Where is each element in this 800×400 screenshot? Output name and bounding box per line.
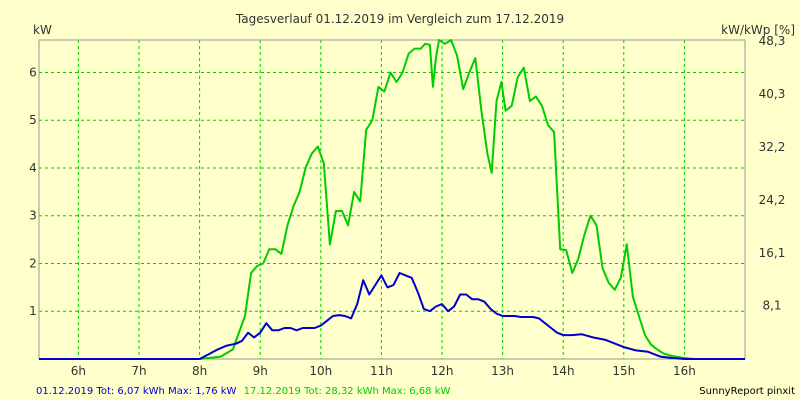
series-lines	[39, 39, 745, 360]
series-line-0	[39, 39, 745, 360]
x-tick-label-1: 7h	[131, 364, 146, 378]
grid	[39, 40, 745, 359]
x-tick-label-7: 13h	[491, 364, 514, 378]
x-tick-label-10: 16h	[673, 364, 696, 378]
y2-tick-label-4: 40,3	[759, 87, 786, 101]
y2-tick-label-3: 32,2	[759, 140, 786, 154]
series-line-1	[39, 272, 745, 360]
x-tick-label-0: 6h	[71, 364, 86, 378]
y2-tick-label-1: 16,1	[759, 246, 786, 260]
x-tick-label-6: 12h	[431, 364, 454, 378]
x-tick-label-8: 14h	[552, 364, 575, 378]
y-tick-labels: 1 2 3 4 5 6	[29, 66, 37, 319]
x-tick-label-4: 10h	[309, 364, 332, 378]
y2-axis-label: kW/kWp [%]	[721, 23, 795, 37]
x-tick-label-5: 11h	[370, 364, 393, 378]
footer-stats: 01.12.2019 Tot: 6,07 kWh Max: 1,76 kW 17…	[36, 386, 450, 397]
y2-tick-label-0: 8,1	[762, 299, 781, 313]
x-tick-labels: 6h 7h 8h 9h 10h 11h 12h 13h 14h 15h 16h	[71, 364, 696, 378]
y-tick-label-0: 1	[29, 304, 37, 318]
x-tick-label-2: 8h	[192, 364, 207, 378]
y-tick-label-2: 3	[29, 209, 37, 223]
footer-green-stats: 17.12.2019 Tot: 28,32 kWh Max: 6,68 kW	[244, 386, 451, 397]
y-tick-label-3: 4	[29, 161, 37, 175]
y2-tick-label-5: 48,3	[759, 34, 786, 48]
y-axis-label: kW	[33, 23, 52, 37]
footer-blue-stats: 01.12.2019 Tot: 6,07 kWh Max: 1,76 kW	[36, 386, 237, 397]
plot-frame	[38, 39, 746, 360]
y2-tick-label-2: 24,2	[759, 193, 786, 207]
footer-credit: SunnyReport pinxit	[699, 386, 795, 397]
y-tick-label-5: 6	[29, 66, 37, 80]
chart-title: Tagesverlauf 01.12.2019 im Vergleich zum…	[235, 12, 564, 26]
y-tick-label-1: 2	[29, 257, 37, 271]
x-tick-label-9: 15h	[612, 364, 635, 378]
y2-tick-labels: 8,1 16,1 24,2 32,2 40,3 48,3	[759, 34, 786, 313]
y-tick-label-4: 5	[29, 113, 37, 127]
x-tick-label-3: 9h	[253, 364, 268, 378]
